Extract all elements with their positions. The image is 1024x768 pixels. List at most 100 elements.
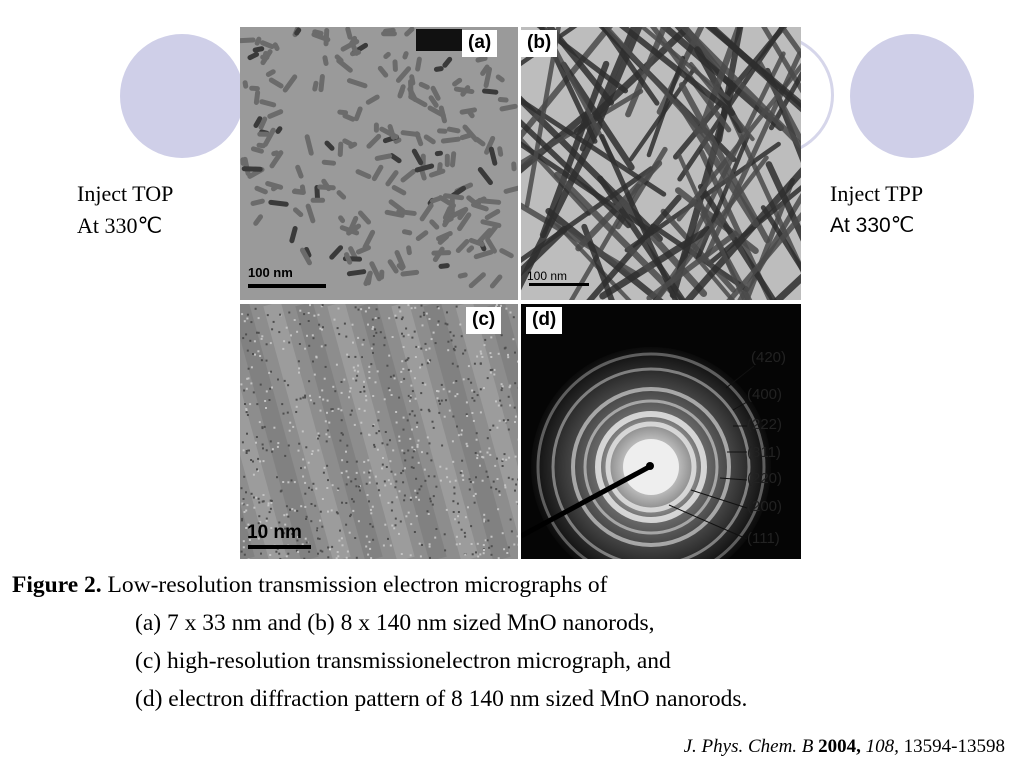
grain bbox=[493, 373, 496, 376]
nanorod bbox=[676, 152, 747, 300]
grain bbox=[321, 304, 324, 307]
grain bbox=[288, 311, 291, 314]
grain bbox=[395, 496, 398, 499]
grain bbox=[501, 459, 504, 462]
grain bbox=[316, 527, 319, 530]
grain bbox=[317, 437, 319, 440]
nanorod bbox=[676, 62, 801, 222]
decorative-circle-right bbox=[850, 34, 974, 158]
grain bbox=[355, 460, 358, 463]
grain bbox=[334, 390, 337, 393]
grain bbox=[243, 475, 246, 478]
nanorod bbox=[247, 51, 260, 61]
nanorod bbox=[476, 227, 493, 245]
grain bbox=[259, 460, 262, 463]
grain bbox=[252, 496, 255, 499]
grain bbox=[255, 496, 258, 499]
grain bbox=[417, 345, 420, 348]
grain bbox=[265, 407, 267, 409]
nanorod bbox=[254, 185, 268, 195]
nanorod bbox=[726, 212, 801, 300]
grain bbox=[504, 420, 507, 423]
nanorod bbox=[438, 195, 456, 209]
grain bbox=[265, 519, 268, 522]
panel-c-micrograph: (c) 10 nm bbox=[240, 304, 518, 559]
nanorod bbox=[468, 272, 486, 289]
grain bbox=[437, 307, 440, 310]
nanorod bbox=[391, 185, 407, 196]
grain bbox=[429, 500, 432, 503]
nanorod bbox=[521, 121, 603, 291]
grain bbox=[473, 399, 476, 402]
nanorod bbox=[521, 97, 667, 197]
grain bbox=[411, 446, 414, 449]
grain bbox=[245, 411, 248, 414]
nanorod bbox=[483, 66, 493, 89]
grain bbox=[489, 369, 492, 371]
lattice-band bbox=[263, 304, 351, 559]
grain bbox=[405, 515, 408, 518]
grain bbox=[416, 492, 419, 495]
nanorod bbox=[521, 166, 654, 263]
grain bbox=[281, 403, 284, 406]
grain bbox=[368, 500, 370, 503]
nanorod bbox=[653, 155, 769, 300]
grain bbox=[377, 419, 380, 422]
grain bbox=[258, 515, 261, 518]
grain bbox=[491, 368, 494, 371]
nanorod bbox=[311, 32, 331, 43]
grain bbox=[386, 443, 389, 446]
grain bbox=[355, 556, 358, 559]
grain bbox=[514, 382, 517, 385]
grain bbox=[336, 512, 339, 515]
grain bbox=[310, 488, 313, 491]
grain bbox=[490, 336, 493, 339]
grain bbox=[471, 389, 474, 392]
grain bbox=[416, 445, 419, 448]
grain bbox=[422, 311, 425, 314]
caption-figure-label: Figure 2. bbox=[12, 572, 102, 598]
nanorod bbox=[329, 245, 344, 260]
nanorod bbox=[343, 252, 353, 265]
grain bbox=[451, 440, 454, 443]
grain bbox=[465, 401, 468, 404]
grain bbox=[411, 390, 414, 393]
grain bbox=[263, 425, 266, 428]
grain bbox=[304, 492, 307, 495]
grain bbox=[314, 504, 317, 507]
grain bbox=[512, 338, 515, 341]
grain bbox=[277, 442, 280, 445]
grain bbox=[297, 449, 300, 452]
nanorod bbox=[545, 207, 664, 300]
panel-a-micrograph: (a) 100 nm bbox=[240, 27, 518, 300]
left-label: Inject TOP At 330℃ bbox=[77, 178, 173, 242]
grain bbox=[307, 320, 310, 322]
caption-line-2: (a) 7 x 33 nm and (b) 8 x 140 nm sized M… bbox=[135, 610, 655, 636]
grain bbox=[304, 347, 307, 350]
grain bbox=[500, 334, 503, 337]
grain bbox=[301, 430, 304, 433]
grain bbox=[372, 538, 375, 541]
grain bbox=[372, 424, 375, 427]
grain bbox=[363, 380, 365, 383]
grain bbox=[446, 476, 449, 479]
grain bbox=[426, 436, 429, 439]
grain bbox=[452, 347, 455, 350]
nanorod bbox=[477, 167, 493, 186]
nanorod bbox=[317, 184, 336, 191]
grain bbox=[245, 387, 248, 390]
grain bbox=[348, 531, 351, 534]
nanorod bbox=[683, 167, 801, 300]
grain bbox=[464, 553, 467, 556]
grain bbox=[333, 318, 336, 321]
grain bbox=[291, 533, 294, 535]
grain bbox=[258, 421, 261, 424]
grain bbox=[410, 523, 413, 526]
grain bbox=[372, 423, 375, 426]
nanorod bbox=[250, 198, 265, 206]
grain bbox=[253, 340, 256, 343]
grain bbox=[379, 494, 381, 497]
grain bbox=[262, 447, 264, 450]
grain bbox=[375, 432, 378, 435]
grain bbox=[243, 320, 246, 323]
